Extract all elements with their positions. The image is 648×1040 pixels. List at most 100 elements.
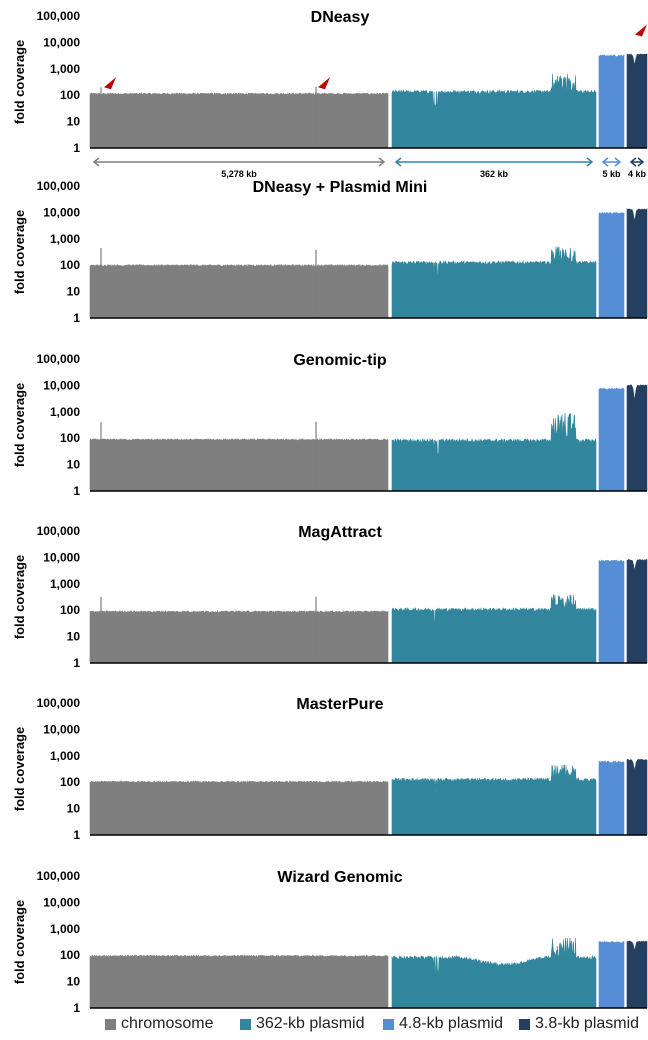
legend: chromosome 362-kb plasmid 4.8-kb plasmid… — [0, 1012, 648, 1036]
y-axis-label: fold coverage — [12, 40, 27, 125]
series-area-chromosome — [89, 609, 389, 664]
length-arrow-head-left — [629, 157, 637, 167]
length-arrow-head-left — [601, 157, 609, 167]
replicon-length-label: 4 kb — [628, 169, 647, 179]
y-tick-label: 1 — [73, 311, 80, 325]
legend-label-362kb: 362-kb plasmid — [256, 1015, 365, 1032]
y-axis-label: fold coverage — [12, 210, 27, 295]
legend-item-362kb: 362-kb plasmid — [240, 1012, 365, 1036]
series-area-362-kb-plasmid — [391, 246, 597, 319]
y-axis-label: fold coverage — [12, 383, 27, 468]
y-tick-label: 10 — [67, 115, 81, 129]
y-tick-label: 100 — [60, 258, 80, 272]
y-tick-label: 100,000 — [37, 179, 81, 193]
legend-swatch-4-8kb — [383, 1018, 394, 1030]
series-area-3-8-kb-plasmid — [626, 384, 648, 492]
y-tick-label: 1 — [73, 656, 80, 670]
series-area-362-kb-plasmid — [391, 412, 597, 492]
y-tick-label: 100,000 — [37, 524, 81, 538]
y-tick-label: 1 — [73, 484, 80, 498]
y-tick-label: 1,000 — [50, 922, 80, 936]
series-area-4-8-kb-plasmid — [598, 940, 625, 1009]
y-tick-label: 1,000 — [50, 232, 80, 246]
y-tick-label: 10 — [67, 285, 81, 299]
y-tick-label: 100 — [60, 431, 80, 445]
series-area-3-8-kb-plasmid — [626, 207, 648, 319]
series-area-3-8-kb-plasmid — [626, 53, 648, 149]
legend-item-4-8kb: 4.8-kb plasmid — [383, 1012, 503, 1036]
y-tick-label: 1 — [73, 828, 80, 842]
y-tick-label: 100 — [60, 603, 80, 617]
legend-label-4-8kb: 4.8-kb plasmid — [399, 1015, 504, 1032]
y-tick-label: 1,000 — [50, 577, 80, 591]
length-arrow-head-right — [378, 157, 386, 167]
length-arrow-head-left — [394, 157, 402, 167]
legend-item-chromosome: chromosome — [105, 1012, 213, 1036]
panel-title: MasterPure — [296, 696, 383, 713]
y-tick-label: 1 — [73, 1001, 80, 1015]
y-tick-label: 100 — [60, 775, 80, 789]
red-arrowhead-marker — [104, 77, 116, 90]
panel-title: Genomic-tip — [293, 352, 387, 369]
y-tick-label: 100 — [60, 948, 80, 962]
y-tick-label: 10 — [67, 630, 81, 644]
y-tick-label: 10,000 — [43, 895, 80, 909]
series-area-4-8-kb-plasmid — [598, 559, 625, 664]
y-tick-label: 10,000 — [43, 550, 80, 564]
y-tick-label: 100,000 — [37, 9, 81, 23]
legend-item-3-8kb: 3.8-kb plasmid — [519, 1012, 639, 1036]
y-tick-label: 100,000 — [37, 352, 81, 366]
legend-swatch-362kb — [240, 1018, 251, 1030]
y-tick-label: 100,000 — [37, 696, 81, 710]
series-area-3-8-kb-plasmid — [626, 940, 648, 1009]
panel-title: Wizard Genomic — [277, 869, 402, 886]
y-tick-label: 10 — [67, 458, 81, 472]
y-tick-label: 1,000 — [50, 405, 80, 419]
series-area-chromosome — [89, 780, 389, 836]
length-arrow-head-left — [92, 157, 100, 167]
y-tick-label: 1,000 — [50, 62, 80, 76]
series-area-4-8-kb-plasmid — [598, 211, 625, 319]
y-tick-label: 10,000 — [43, 722, 80, 736]
series-area-chromosome — [89, 954, 389, 1009]
y-tick-label: 1 — [73, 141, 80, 155]
y-axis-label: fold coverage — [12, 900, 27, 985]
length-arrow-head-right — [637, 157, 645, 167]
replicon-length-label: 362 kb — [480, 169, 509, 179]
panel-title: DNeasy — [311, 9, 370, 26]
y-tick-label: 10,000 — [43, 35, 80, 49]
length-arrow-head-right — [586, 157, 594, 167]
series-area-362-kb-plasmid — [391, 937, 597, 1009]
y-axis-label: fold coverage — [12, 555, 27, 640]
y-tick-label: 100,000 — [37, 869, 81, 883]
y-axis-label: fold coverage — [12, 727, 27, 812]
y-tick-label: 10,000 — [43, 378, 80, 392]
panel-title: MagAttract — [298, 524, 382, 541]
legend-swatch-chromosome — [105, 1018, 116, 1030]
red-arrowhead-marker — [318, 77, 330, 90]
length-arrow-head-right — [614, 157, 622, 167]
y-tick-label: 10,000 — [43, 205, 80, 219]
legend-label-3-8kb: 3.8-kb plasmid — [535, 1015, 640, 1032]
series-area-362-kb-plasmid — [391, 764, 597, 836]
replicon-length-label: 5,278 kb — [221, 169, 257, 179]
red-arrowhead-marker — [635, 24, 647, 37]
series-area-4-8-kb-plasmid — [598, 387, 625, 492]
series-area-chromosome — [89, 263, 389, 319]
series-area-4-8-kb-plasmid — [598, 53, 625, 149]
y-tick-label: 100 — [60, 88, 80, 102]
series-area-chromosome — [89, 92, 389, 149]
y-tick-label: 10 — [67, 802, 81, 816]
series-area-3-8-kb-plasmid — [626, 558, 648, 664]
series-area-362-kb-plasmid — [391, 73, 597, 149]
legend-swatch-3-8kb — [519, 1018, 530, 1030]
series-area-3-8-kb-plasmid — [626, 758, 648, 836]
replicon-length-label: 5 kb — [602, 169, 621, 179]
y-tick-label: 1,000 — [50, 749, 80, 763]
series-area-362-kb-plasmid — [391, 593, 597, 664]
panel-title: DNeasy + Plasmid Mini — [253, 179, 428, 196]
series-area-4-8-kb-plasmid — [598, 760, 625, 836]
y-tick-label: 10 — [67, 975, 81, 989]
legend-label-chromosome: chromosome — [121, 1015, 214, 1032]
